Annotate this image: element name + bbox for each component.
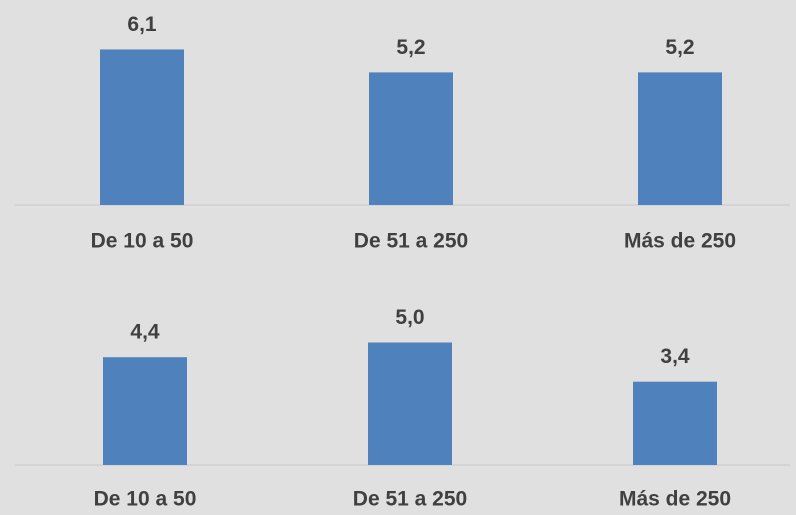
value-label: 5,0 — [395, 306, 424, 329]
value-label: 5,2 — [665, 36, 694, 59]
bar — [368, 342, 452, 465]
x-tick-label: De 51 a 250 — [354, 230, 468, 253]
value-label: 6,1 — [127, 13, 157, 36]
x-tick-label: De 51 a 250 — [353, 488, 467, 511]
bar — [638, 72, 722, 206]
bar — [369, 72, 453, 206]
bar — [103, 357, 187, 465]
bar — [100, 49, 184, 206]
x-tick-label: Más de 250 — [619, 488, 731, 511]
x-tick-label: Más de 250 — [624, 230, 736, 253]
bar — [633, 381, 717, 465]
value-label: 4,4 — [130, 321, 160, 344]
value-label: 3,4 — [660, 345, 690, 368]
x-tick-label: De 10 a 50 — [91, 230, 194, 253]
value-label: 5,2 — [396, 36, 425, 59]
x-tick-label: De 10 a 50 — [94, 488, 197, 511]
